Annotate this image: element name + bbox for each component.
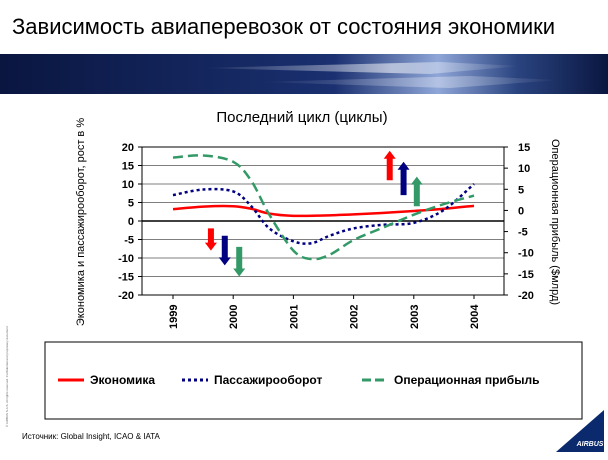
x-tick-label: 2004: [469, 304, 481, 329]
y-left-tick-label: -10: [118, 253, 134, 265]
trend-arrow: [204, 228, 217, 251]
x-tick-label: 2001: [288, 305, 300, 329]
trend-arrow: [397, 161, 410, 196]
x-tick-label: 2003: [409, 305, 421, 329]
copyright-note: © AIRBUS S.A.S. All rights reserved. Con…: [5, 325, 9, 427]
y-right-tick-label: -15: [518, 269, 534, 281]
legend-box: [44, 341, 583, 420]
y-left-tick-label: -5: [124, 235, 134, 247]
legend: Экономика Пассажирооборот Операционная п…: [58, 373, 539, 387]
trend-arrow: [410, 176, 423, 207]
source-note: Источник: Global Insight, ICAO & IATA: [22, 432, 160, 441]
chart-title: Последний цикл (циклы): [216, 109, 387, 126]
y-right-tick-label: -20: [518, 290, 534, 302]
series-line-1: [172, 204, 475, 218]
y-left-tick-label: 15: [122, 161, 134, 173]
y-right-tick-label: -10: [518, 248, 534, 260]
x-tick-label: 2000: [228, 305, 240, 329]
x-tick-label: 2002: [349, 305, 361, 329]
y-left-tick-label: 20: [122, 142, 134, 154]
y-left-tick-label: 5: [128, 198, 134, 210]
y-left-tick-label: -20: [118, 290, 134, 302]
header-banner: [0, 54, 608, 94]
y-left-tick-label: 0: [128, 216, 134, 228]
y-axis-right-label: Операционная прибыль ($млрд): [549, 139, 561, 305]
trend-arrow: [218, 235, 231, 266]
y-right-tick-label: 10: [518, 163, 530, 175]
x-tick-label: 1999: [168, 305, 180, 329]
y-right-tick-label: -5: [518, 227, 528, 239]
legend-label-economy: Экономика: [90, 373, 155, 387]
y-left-tick-label: -15: [118, 272, 134, 284]
trend-arrow: [233, 246, 246, 277]
logo-text: AIRBUS: [576, 441, 604, 448]
legend-label-profit: Операционная прибыль: [394, 373, 539, 387]
slide-title: Зависимость авиаперевозок от состояния э…: [12, 14, 556, 39]
series-line-2: [172, 183, 475, 245]
airbus-logo: AIRBUS: [556, 410, 604, 452]
y-right-tick-label: 15: [518, 142, 530, 154]
y-right-tick-label: 5: [518, 184, 524, 196]
y-axis-left-label: Экономика и пассажирооборот, рост в %: [75, 118, 87, 326]
y-right-tick-label: 0: [518, 205, 524, 217]
legend-label-passenger: Пассажирооборот: [214, 373, 322, 387]
y-left-tick-label: 10: [122, 179, 134, 191]
series-line-3: [172, 154, 475, 261]
trend-arrow: [383, 150, 396, 181]
